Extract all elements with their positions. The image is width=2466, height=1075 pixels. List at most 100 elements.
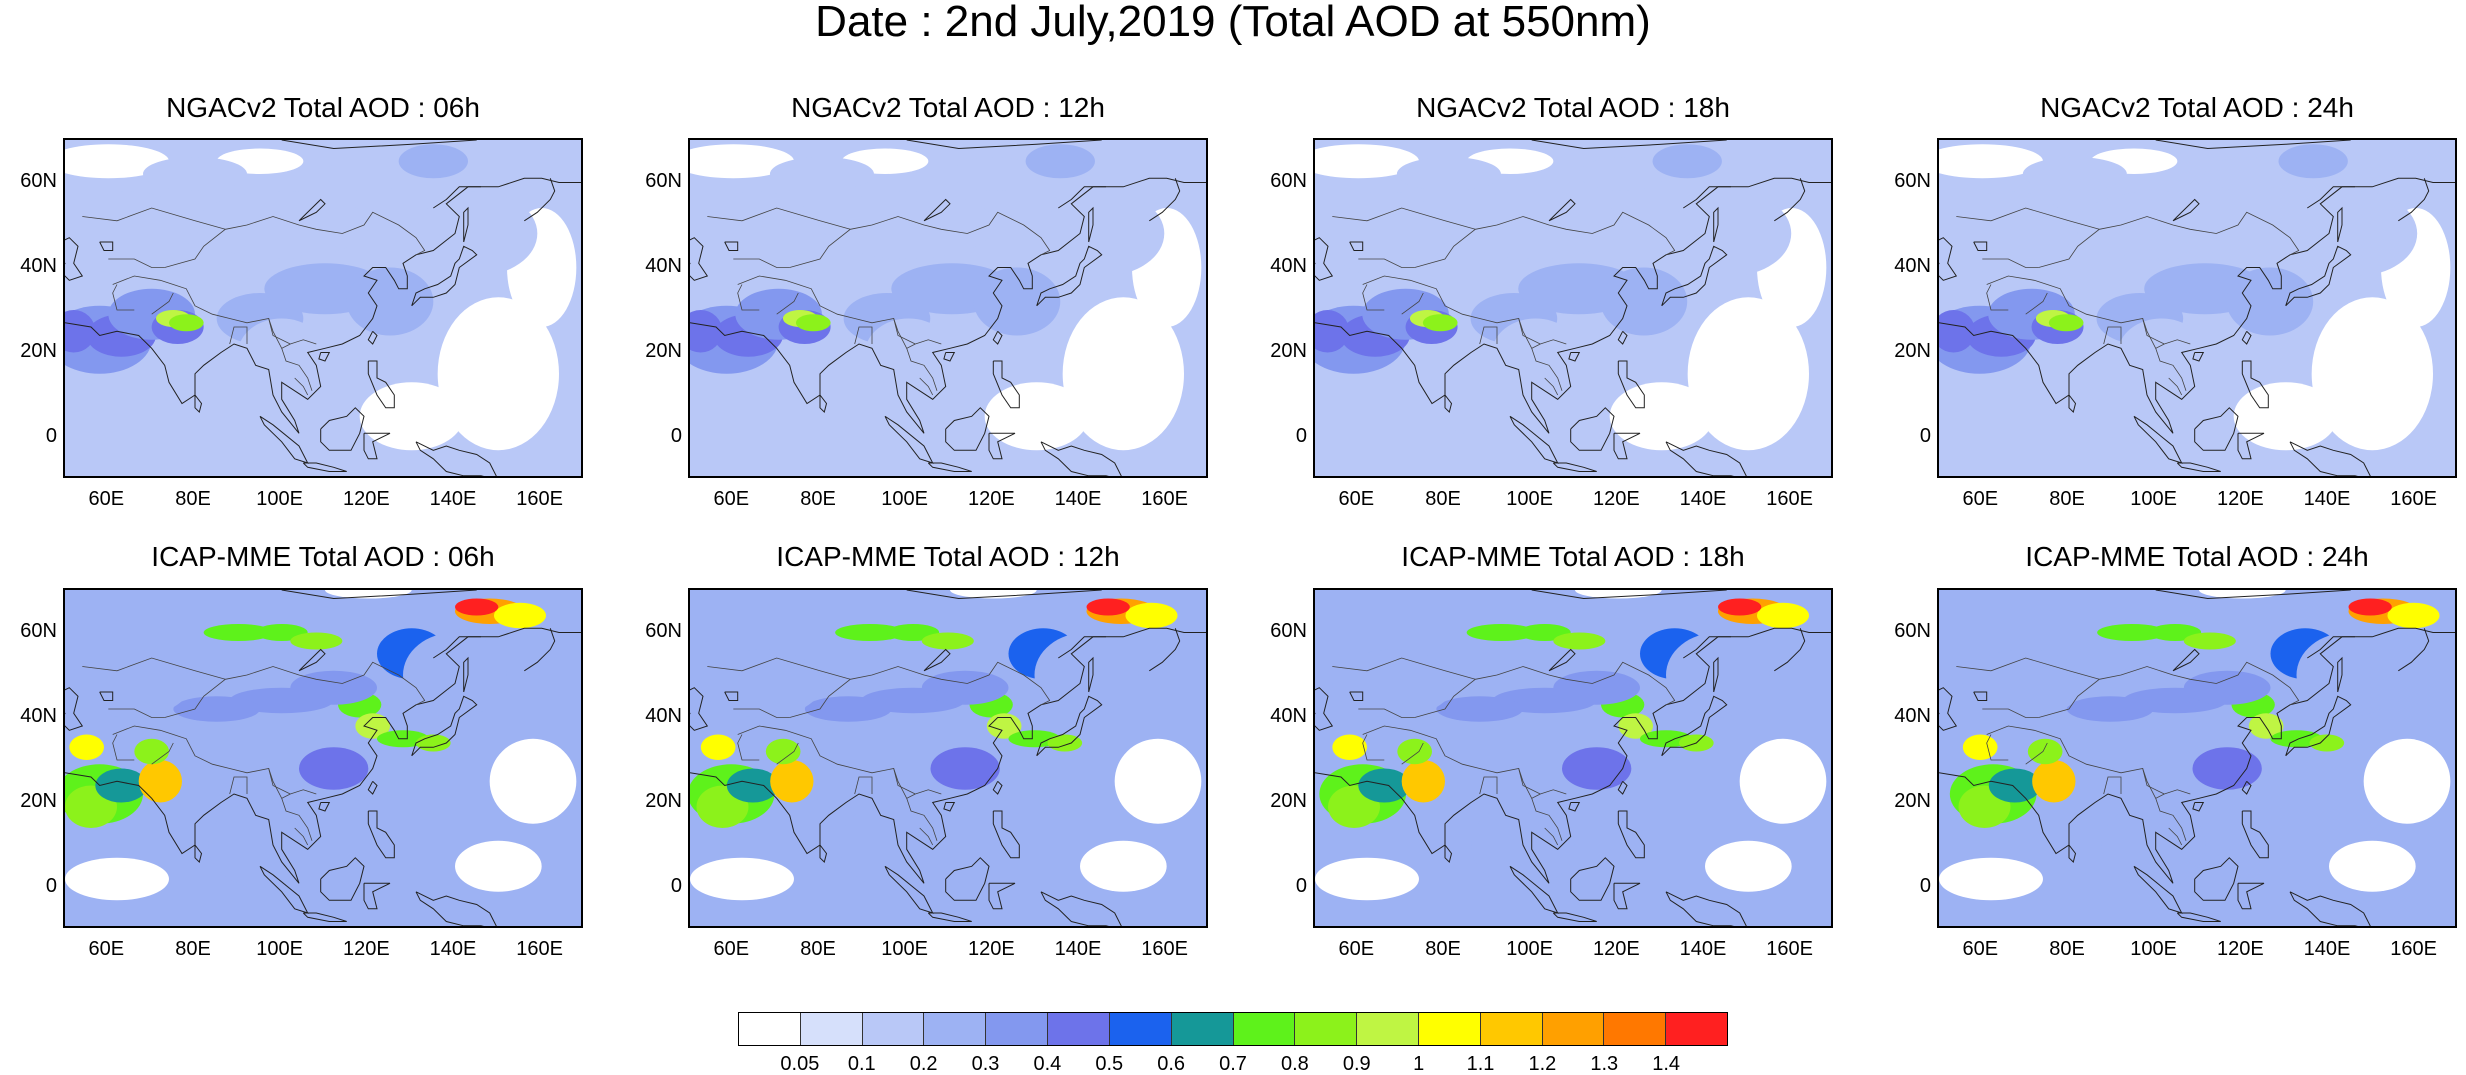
lon-tick-label: 80E bbox=[1425, 488, 1461, 510]
lat-tick-label: 20N bbox=[1894, 789, 1931, 812]
lon-tick-label: 80E bbox=[1425, 938, 1461, 960]
aod-blob bbox=[2192, 747, 2262, 790]
aod-blob bbox=[973, 267, 1061, 336]
coastline bbox=[2155, 140, 2351, 150]
aod-blob bbox=[1949, 191, 2071, 276]
coastline bbox=[1548, 198, 1576, 222]
aod-blob bbox=[325, 157, 412, 191]
country-border bbox=[229, 776, 248, 795]
country-border bbox=[1332, 207, 1476, 230]
coastline bbox=[2194, 857, 2239, 901]
coastline bbox=[690, 627, 1206, 884]
aod-blob bbox=[1466, 624, 1536, 641]
country-border bbox=[1358, 708, 1415, 718]
aod-low-patch bbox=[1315, 857, 1419, 901]
aod-blob bbox=[2270, 730, 2323, 748]
lon-tick-label: 80E bbox=[175, 488, 211, 510]
country-border bbox=[2038, 211, 2300, 268]
aod-low-patch bbox=[1739, 738, 1827, 824]
colorbar-label: 0.4 bbox=[1033, 1053, 1062, 1075]
coastline bbox=[2192, 802, 2205, 812]
aod-blob bbox=[1600, 267, 1688, 336]
lon-tick-label: 140E bbox=[1679, 938, 1727, 960]
aod-map-icap-mme bbox=[1937, 588, 2457, 928]
aod-map-ngacv2 bbox=[688, 138, 1208, 478]
aod-blob bbox=[398, 144, 469, 179]
coastline bbox=[2192, 352, 2205, 362]
aod-blob bbox=[839, 802, 944, 888]
aod-map-ngacv2 bbox=[1937, 138, 2457, 478]
country-border bbox=[1986, 284, 2009, 311]
aod-blob bbox=[1332, 734, 1367, 760]
coastline bbox=[1552, 912, 1597, 922]
coastline bbox=[281, 140, 477, 150]
aod-blob bbox=[804, 696, 892, 722]
lon-tick-label: 120E bbox=[1592, 488, 1640, 510]
coastline bbox=[2337, 656, 2343, 693]
coastline bbox=[1939, 177, 2455, 434]
aod-map-ngacv2 bbox=[63, 138, 583, 478]
colorbar-label: 1.3 bbox=[1590, 1053, 1619, 1075]
coastline bbox=[690, 237, 709, 281]
colorbar-label: 1.4 bbox=[1652, 1053, 1681, 1075]
aod-blob bbox=[1718, 598, 1762, 616]
aod-low-patch bbox=[1939, 144, 2043, 179]
coastline bbox=[2155, 590, 2351, 600]
aod-blob bbox=[1422, 314, 1458, 332]
lon-tick-label: 120E bbox=[342, 488, 390, 510]
coastline bbox=[318, 352, 331, 362]
coastline bbox=[433, 636, 481, 659]
lon-tick-label: 160E bbox=[1766, 488, 1814, 510]
coastline bbox=[1149, 628, 1181, 672]
country-border bbox=[2025, 742, 2048, 765]
coastline bbox=[65, 687, 84, 731]
aod-blob bbox=[2226, 267, 2314, 336]
aod-blob bbox=[770, 760, 814, 803]
colorbar-swatch bbox=[1542, 1013, 1605, 1045]
aod-low-patch bbox=[65, 857, 169, 901]
colorbar-swatch bbox=[1604, 1013, 1667, 1045]
coastline bbox=[1613, 882, 1641, 910]
coastline bbox=[1552, 462, 1597, 472]
lon-tick-label: 140E bbox=[429, 488, 477, 510]
aod-low-patch bbox=[65, 144, 169, 179]
colorbar-swatch bbox=[986, 1013, 1049, 1045]
country-border bbox=[2155, 798, 2187, 841]
aod-blob bbox=[795, 314, 831, 332]
coastline bbox=[1661, 695, 1728, 757]
aod-map-icap-mme bbox=[688, 588, 1208, 928]
coastline bbox=[259, 865, 309, 914]
aod-blob bbox=[1988, 768, 2041, 803]
panel-title: ICAP-MME Total AOD : 12h bbox=[776, 541, 1120, 572]
colorbar-label: 0.6 bbox=[1157, 1053, 1186, 1075]
country-border bbox=[1544, 377, 1559, 396]
colorbar-label: 0.7 bbox=[1219, 1053, 1247, 1075]
aod-blob bbox=[290, 632, 343, 650]
coastline bbox=[1444, 394, 1453, 413]
aod-blob bbox=[1125, 602, 1178, 629]
country-border bbox=[108, 258, 165, 268]
coastline bbox=[302, 462, 347, 472]
colorbar-swatch bbox=[1048, 1013, 1110, 1045]
coastline bbox=[281, 590, 477, 600]
coastline bbox=[1315, 237, 1334, 281]
coastline bbox=[1088, 656, 1094, 693]
panel-title: ICAP-MME Total AOD : 06h bbox=[151, 541, 495, 572]
coastline bbox=[945, 857, 990, 901]
lon-tick-label: 60E bbox=[88, 938, 125, 960]
country-border bbox=[733, 258, 790, 268]
aod-blob bbox=[1323, 191, 1445, 276]
lon-tick-label: 160E bbox=[516, 938, 564, 960]
aod-blob bbox=[690, 310, 723, 353]
coastline bbox=[2307, 636, 2355, 659]
coastline bbox=[923, 198, 951, 222]
aod-field bbox=[1939, 140, 2455, 476]
coastline bbox=[524, 178, 556, 222]
aod-field bbox=[1315, 140, 1831, 476]
country-border bbox=[854, 326, 873, 345]
colorbar-swatch bbox=[924, 1013, 987, 1045]
lon-tick-label: 80E bbox=[175, 938, 211, 960]
country-border bbox=[82, 207, 226, 230]
country-border bbox=[776, 742, 799, 765]
lon-tick-label: 160E bbox=[1141, 488, 1189, 510]
